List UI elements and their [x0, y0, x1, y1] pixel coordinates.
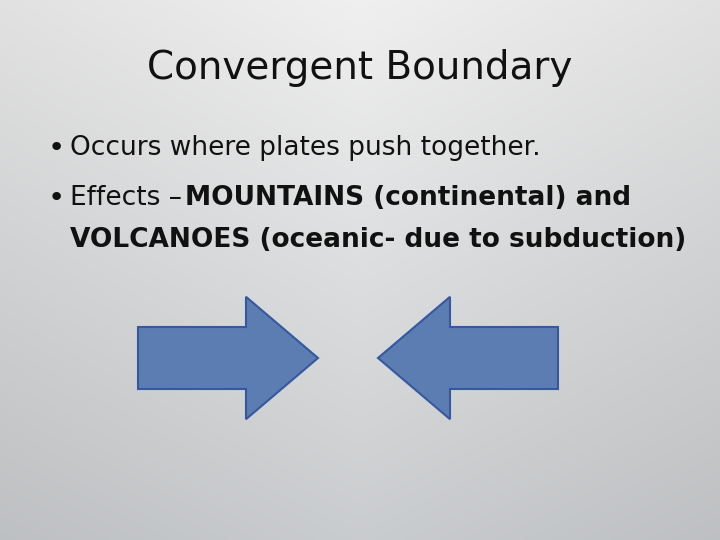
Polygon shape	[138, 297, 318, 419]
Text: Convergent Boundary: Convergent Boundary	[148, 49, 572, 87]
Text: Effects –: Effects –	[70, 185, 190, 211]
Polygon shape	[378, 297, 558, 419]
Text: Occurs where plates push together.: Occurs where plates push together.	[70, 135, 541, 161]
Text: •: •	[48, 134, 66, 162]
Text: MOUNTAINS (continental) and: MOUNTAINS (continental) and	[185, 185, 631, 211]
Text: VOLCANOES (oceanic- due to subduction): VOLCANOES (oceanic- due to subduction)	[70, 227, 686, 253]
Text: •: •	[48, 184, 66, 212]
